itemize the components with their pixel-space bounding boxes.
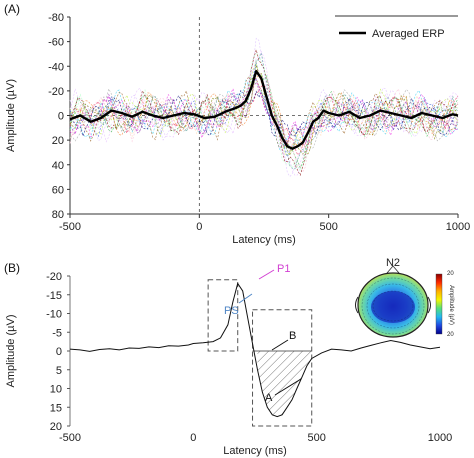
dashed-box [252, 309, 313, 427]
ps-arrow [238, 293, 253, 304]
panel-b-y-axis-label: Amplitude (µV) [5, 315, 17, 388]
annotation-ps: PS [224, 305, 239, 317]
single-trial-line [69, 76, 459, 149]
panel-b-y-tick-label: 5 [56, 365, 62, 377]
panel-b-y-tick-label: 15 [50, 402, 62, 414]
topomap-core [371, 291, 415, 323]
single-trial-line [69, 71, 459, 151]
erp-waveform-line [69, 282, 441, 418]
single-trial-line [69, 64, 459, 157]
topomap-inset: N2 20 20 Amplitude (µV) [355, 257, 454, 338]
a-arrow [274, 378, 302, 396]
panel-a-y-tick-label: 0 [58, 111, 64, 123]
annotation-p1: P1 [277, 263, 290, 275]
panel-b-y-tick-label: 10 [50, 384, 62, 396]
hatched-area [257, 351, 312, 417]
single-trial-line [69, 53, 459, 172]
panel-a-x-axis-label: Latency (ms) [232, 234, 296, 246]
panel-b-x-axis-label: Latency (ms) [223, 445, 287, 457]
panel-a-y-tick-label: 80 [52, 209, 64, 221]
panel-a-y-tick-label: -40 [48, 61, 64, 73]
panel-a-y-tick-label: 20 [52, 135, 64, 147]
panel-b-y-tick-label: 0 [56, 346, 62, 358]
panel-b-x-tick-label: -500 [59, 432, 81, 444]
topomap-left-ear [355, 296, 359, 314]
topomap-contour [372, 290, 414, 322]
colorbar-max-label: 20 [447, 271, 454, 277]
panel-b-y-tick-label: -20 [46, 271, 62, 283]
single-trial-line [69, 50, 459, 176]
panel-b-label: (B) [4, 261, 20, 275]
topomap-right-ear [427, 296, 431, 314]
panel-b-x-tick-label: 0 [190, 432, 196, 444]
panel-b-x-tick-label: 500 [307, 432, 325, 444]
dashed-box [207, 279, 239, 352]
panel-b-y-tick-label: -5 [52, 327, 62, 339]
panel-a-y-tick-label: -20 [48, 86, 64, 98]
panel-b-x-tick-label: 1000 [428, 432, 452, 444]
topomap-contour [366, 283, 420, 329]
panel-a-y-tick-label: -60 [48, 37, 64, 49]
panel-b-y-tick-label: 20 [50, 421, 62, 433]
colorbar-min-label: 20 [447, 332, 454, 338]
panel-a-single-trials [69, 37, 459, 178]
b-arrow [271, 339, 289, 351]
panel-a-label: (A) [4, 2, 20, 16]
panel-a-x-tick-label: 0 [196, 221, 202, 233]
topomap-title: N2 [386, 257, 400, 269]
panel-a-x-tick-label: -500 [59, 221, 81, 233]
panel-a-x-tick-label: 1000 [446, 221, 470, 233]
single-trial-line [69, 62, 459, 158]
topomap-contour [361, 277, 425, 335]
topomap-colorbar [435, 273, 443, 335]
panel-a-y-tick-label: -80 [48, 12, 64, 24]
panel-a: (A) -80 -60 -40 -20 0 20 40 60 80-500 0 500 1000 Late… [4, 2, 470, 246]
p1-arrow [258, 269, 275, 280]
annotation-a: A [265, 392, 273, 404]
colorbar-label: Amplitude (µV) [448, 285, 454, 325]
panel-b-y-tick-label: -15 [46, 290, 62, 302]
panel-a-x-tick-label: 500 [319, 221, 337, 233]
panel-b-y-tick-label: -10 [46, 309, 62, 321]
legend-label: Averaged ERP [372, 28, 445, 40]
annotation-b: B [289, 330, 296, 342]
averaged-erp-line [69, 69, 459, 150]
panel-a-y-axis-label: Amplitude (µV) [5, 79, 17, 152]
panel-a-y-tick-label: 40 [52, 160, 64, 172]
panel-a-y-tick-label: 60 [52, 184, 64, 196]
single-trial-line [69, 37, 459, 178]
